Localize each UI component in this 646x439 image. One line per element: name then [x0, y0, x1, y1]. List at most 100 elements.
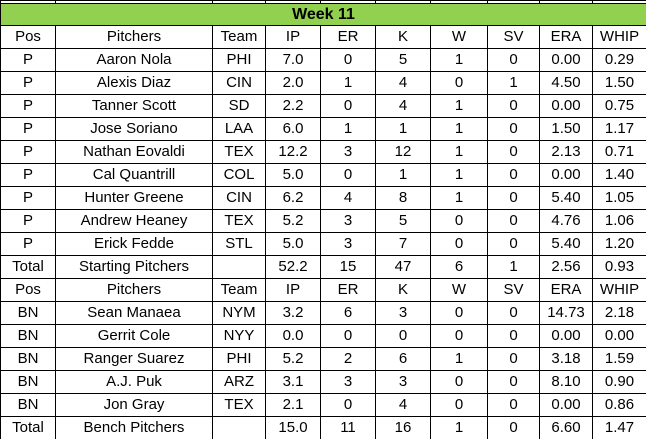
cell-team[interactable] — [212, 255, 266, 279]
cell-sv[interactable]: 0 — [487, 94, 540, 118]
cell-era[interactable]: 0.00 — [539, 48, 593, 72]
cell-pos[interactable]: P — [0, 232, 56, 256]
column-header-whip[interactable]: WHIP — [592, 25, 646, 49]
cell-w[interactable]: 1 — [430, 347, 488, 371]
cell-whip[interactable]: 0.90 — [592, 370, 646, 394]
cell-ip[interactable]: 52.2 — [265, 255, 321, 279]
cell-era[interactable]: 2.13 — [539, 140, 593, 164]
cell-team[interactable]: SD — [212, 94, 266, 118]
cell-sv[interactable]: 0 — [487, 416, 540, 439]
cell-ip[interactable]: 6.2 — [265, 186, 321, 210]
cell-w[interactable]: 1 — [430, 163, 488, 187]
cell-ip[interactable]: 5.0 — [265, 232, 321, 256]
cell-k[interactable]: 47 — [375, 255, 431, 279]
cell-k[interactable]: 1 — [375, 117, 431, 141]
column-header-pos[interactable]: Pos — [0, 25, 56, 49]
cell-team[interactable] — [212, 416, 266, 439]
cell-w[interactable]: 0 — [430, 232, 488, 256]
week-title-cell[interactable]: Week 11 — [0, 3, 646, 26]
column-header-k[interactable]: K — [375, 25, 431, 49]
cell-whip[interactable]: 0.75 — [592, 94, 646, 118]
cell-ip[interactable]: 0.0 — [265, 324, 321, 348]
cell-team[interactable]: TEX — [212, 140, 266, 164]
cell-pos[interactable]: Total — [0, 416, 56, 439]
cell-era[interactable]: 3.18 — [539, 347, 593, 371]
cell-er[interactable]: 1 — [320, 117, 376, 141]
cell-pitchers[interactable]: Hunter Greene — [55, 186, 213, 210]
cell-sv[interactable]: 1 — [487, 255, 540, 279]
cell-er[interactable]: 0 — [320, 393, 376, 417]
cell-er[interactable]: 6 — [320, 301, 376, 325]
cell-ip[interactable]: 2.1 — [265, 393, 321, 417]
cell-sv[interactable]: 0 — [487, 347, 540, 371]
cell-k[interactable]: 4 — [375, 393, 431, 417]
cell-er[interactable]: 1 — [320, 71, 376, 95]
cell-whip[interactable]: 0.93 — [592, 255, 646, 279]
cell-k[interactable]: 5 — [375, 48, 431, 72]
cell-pitchers[interactable]: Cal Quantrill — [55, 163, 213, 187]
cell-er[interactable]: 0 — [320, 163, 376, 187]
cell-pos[interactable]: BN — [0, 370, 56, 394]
cell-pitchers[interactable]: A.J. Puk — [55, 370, 213, 394]
column-header-k[interactable]: K — [375, 278, 431, 302]
cell-w[interactable]: 1 — [430, 416, 488, 439]
cell-pitchers[interactable]: Gerrit Cole — [55, 324, 213, 348]
column-header-w[interactable]: W — [430, 25, 488, 49]
cell-whip[interactable]: 0.00 — [592, 324, 646, 348]
cell-er[interactable]: 3 — [320, 232, 376, 256]
cell-whip[interactable]: 1.59 — [592, 347, 646, 371]
cell-team[interactable]: PHI — [212, 347, 266, 371]
cell-team[interactable]: NYY — [212, 324, 266, 348]
cell-team[interactable]: CIN — [212, 186, 266, 210]
cell-k[interactable]: 1 — [375, 163, 431, 187]
cell-k[interactable]: 4 — [375, 71, 431, 95]
cell-sv[interactable]: 0 — [487, 232, 540, 256]
cell-sv[interactable]: 0 — [487, 186, 540, 210]
cell-era[interactable]: 2.56 — [539, 255, 593, 279]
cell-pitchers[interactable]: Nathan Eovaldi — [55, 140, 213, 164]
column-header-era[interactable]: ERA — [539, 278, 593, 302]
cell-k[interactable]: 3 — [375, 370, 431, 394]
cell-whip[interactable]: 1.50 — [592, 71, 646, 95]
cell-pos[interactable]: BN — [0, 393, 56, 417]
cell-er[interactable]: 0 — [320, 324, 376, 348]
cell-team[interactable]: TEX — [212, 209, 266, 233]
cell-w[interactable]: 1 — [430, 117, 488, 141]
column-header-team[interactable]: Team — [212, 278, 266, 302]
column-header-whip[interactable]: WHIP — [592, 278, 646, 302]
cell-pos[interactable]: P — [0, 163, 56, 187]
cell-k[interactable]: 12 — [375, 140, 431, 164]
cell-pitchers[interactable]: Tanner Scott — [55, 94, 213, 118]
cell-pos[interactable]: P — [0, 94, 56, 118]
column-header-pitchers[interactable]: Pitchers — [55, 278, 213, 302]
column-header-er[interactable]: ER — [320, 25, 376, 49]
cell-ip[interactable]: 5.2 — [265, 347, 321, 371]
cell-sv[interactable]: 0 — [487, 324, 540, 348]
cell-whip[interactable]: 1.05 — [592, 186, 646, 210]
cell-k[interactable]: 6 — [375, 347, 431, 371]
cell-pos[interactable]: P — [0, 209, 56, 233]
cell-team[interactable]: NYM — [212, 301, 266, 325]
cell-pos[interactable]: P — [0, 140, 56, 164]
cell-era[interactable]: 6.60 — [539, 416, 593, 439]
cell-sv[interactable]: 0 — [487, 117, 540, 141]
column-header-era[interactable]: ERA — [539, 25, 593, 49]
cell-whip[interactable]: 1.40 — [592, 163, 646, 187]
cell-sv[interactable]: 1 — [487, 71, 540, 95]
cell-sv[interactable]: 0 — [487, 209, 540, 233]
cell-sv[interactable]: 0 — [487, 393, 540, 417]
cell-era[interactable]: 5.40 — [539, 186, 593, 210]
cell-k[interactable]: 8 — [375, 186, 431, 210]
cell-sv[interactable]: 0 — [487, 140, 540, 164]
column-header-sv[interactable]: SV — [487, 278, 540, 302]
cell-er[interactable]: 0 — [320, 48, 376, 72]
cell-w[interactable]: 0 — [430, 324, 488, 348]
cell-k[interactable]: 7 — [375, 232, 431, 256]
cell-team[interactable]: PHI — [212, 48, 266, 72]
cell-era[interactable]: 4.50 — [539, 71, 593, 95]
cell-era[interactable]: 1.50 — [539, 117, 593, 141]
cell-k[interactable]: 5 — [375, 209, 431, 233]
cell-era[interactable]: 0.00 — [539, 324, 593, 348]
column-header-sv[interactable]: SV — [487, 25, 540, 49]
cell-pitchers[interactable]: Sean Manaea — [55, 301, 213, 325]
